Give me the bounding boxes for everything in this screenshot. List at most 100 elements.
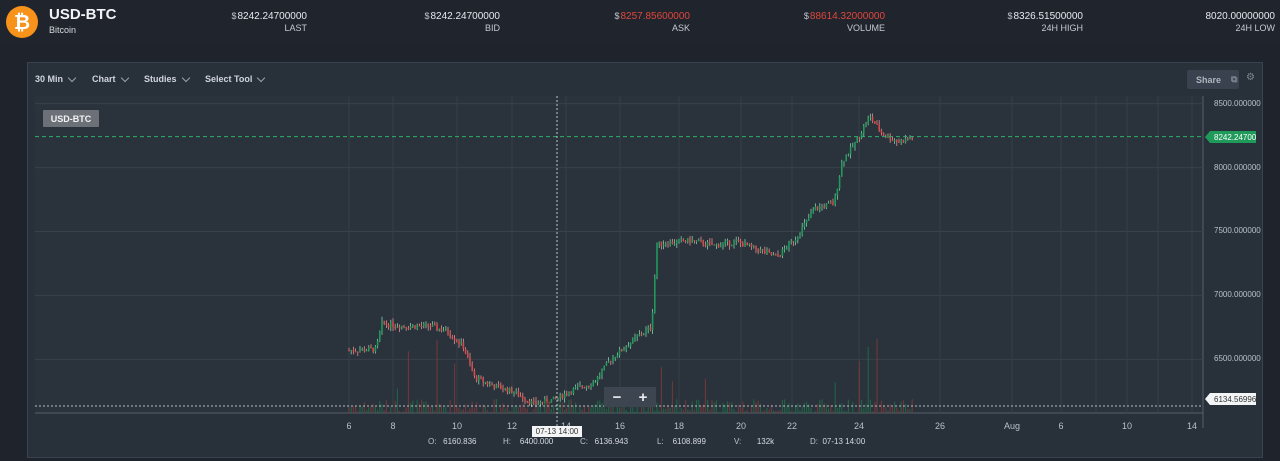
candle-body [889, 135, 891, 140]
candle-body [777, 254, 779, 256]
chart-type-dropdown[interactable]: Chart [92, 73, 129, 84]
volume-bar [352, 406, 354, 413]
volume-bar [781, 399, 783, 413]
volume-bar [876, 338, 878, 413]
volume-bar [751, 405, 753, 413]
candle-body [717, 244, 720, 248]
candle-body [467, 353, 469, 358]
volume-bar [594, 404, 596, 413]
candle-body [847, 154, 850, 156]
candle-body [405, 326, 407, 329]
candle-body [706, 242, 709, 246]
candle-body [867, 117, 869, 125]
candle-body [610, 361, 612, 363]
volume-bar [381, 404, 383, 413]
stat-label: ASK [671, 23, 690, 33]
volume-bar [443, 407, 445, 413]
volume-bar [843, 410, 845, 413]
volume-bar [401, 412, 403, 413]
volume-bar [456, 406, 458, 413]
candle-body [891, 139, 894, 141]
candle-body [689, 237, 691, 243]
volume-bar [869, 399, 871, 413]
volume-bar [685, 400, 687, 413]
volume-bar [418, 403, 420, 413]
candle-body [698, 240, 700, 242]
candle-body [649, 327, 652, 330]
volume-bar [669, 407, 671, 413]
share-button[interactable]: Share ⧉ [1187, 70, 1239, 89]
candle-body [880, 130, 883, 133]
volume-bar [830, 404, 832, 413]
gear-icon[interactable]: ⚙ [1246, 72, 1255, 83]
studies-dropdown[interactable]: Studies [144, 73, 190, 84]
select-tool-dropdown[interactable]: Select Tool [205, 73, 266, 84]
volume-bar [625, 409, 627, 413]
candle-body [821, 206, 823, 208]
volume-bar [630, 406, 632, 413]
candle-body [693, 240, 696, 242]
volume-bar [852, 402, 854, 413]
volume-bar [740, 407, 742, 413]
ohlc-high: H: 6400.000 [503, 437, 554, 446]
candle-body [605, 362, 608, 366]
candle-body [836, 188, 839, 196]
volume-bar [425, 401, 427, 413]
candle-body [805, 219, 808, 224]
candle-body [506, 387, 509, 393]
candle-body [438, 328, 440, 330]
candle-body [618, 349, 621, 356]
candle-body [854, 142, 856, 147]
volume-bar [658, 410, 660, 413]
candle-body [535, 401, 537, 405]
volume-bar [744, 410, 746, 413]
volume-bar [707, 399, 709, 413]
zoom-out-button[interactable]: − [612, 388, 622, 406]
volume-bar [429, 406, 431, 413]
zoom-in-button[interactable]: + [638, 388, 648, 406]
candle-body [794, 239, 797, 243]
ohlc-volume: V: 132k [734, 437, 775, 446]
y-tick-label: 6500.000000 [1214, 354, 1261, 364]
volume-bar [863, 408, 865, 413]
volume-bar [801, 406, 803, 413]
candle-body [504, 387, 506, 390]
volume-bar [907, 409, 909, 413]
candle-body [574, 387, 577, 389]
volume-bar [689, 410, 691, 413]
volume-bar [487, 409, 489, 413]
volume-bar [524, 407, 526, 413]
candle-body [827, 202, 830, 204]
candle-body [539, 402, 542, 404]
stat-24h-low: 8020.00000000 24H LOW [1205, 11, 1275, 33]
stat-value-text: 8242.24700000 [237, 11, 307, 22]
candle-body [612, 357, 614, 362]
candle-body [572, 388, 575, 394]
share-icon: ⧉ [1231, 74, 1238, 84]
candle-body [753, 245, 755, 247]
volume-bar [557, 403, 559, 413]
candle-body [491, 383, 493, 386]
candle-body [460, 341, 462, 344]
stat-value: $8242.24700000 [424, 11, 500, 22]
candle-body [596, 376, 599, 383]
candle-body [843, 161, 845, 163]
candle-body [803, 223, 806, 227]
candle-body [799, 234, 801, 238]
candle-body [735, 240, 737, 242]
candle-body [761, 249, 764, 251]
candle-body [834, 195, 836, 205]
candle-body [841, 162, 843, 177]
candle-body [678, 239, 680, 241]
candle-body [515, 391, 517, 393]
candle-body [486, 382, 489, 385]
volume-bar [469, 408, 471, 413]
interval-dropdown[interactable]: 30 Min [35, 73, 77, 84]
y-tick-label: 7500.000000 [1214, 226, 1261, 236]
volume-bar [792, 411, 794, 413]
candle-body [537, 403, 539, 405]
candle-body [728, 240, 731, 246]
volume-bar [535, 407, 537, 413]
volume-bar [502, 403, 504, 413]
